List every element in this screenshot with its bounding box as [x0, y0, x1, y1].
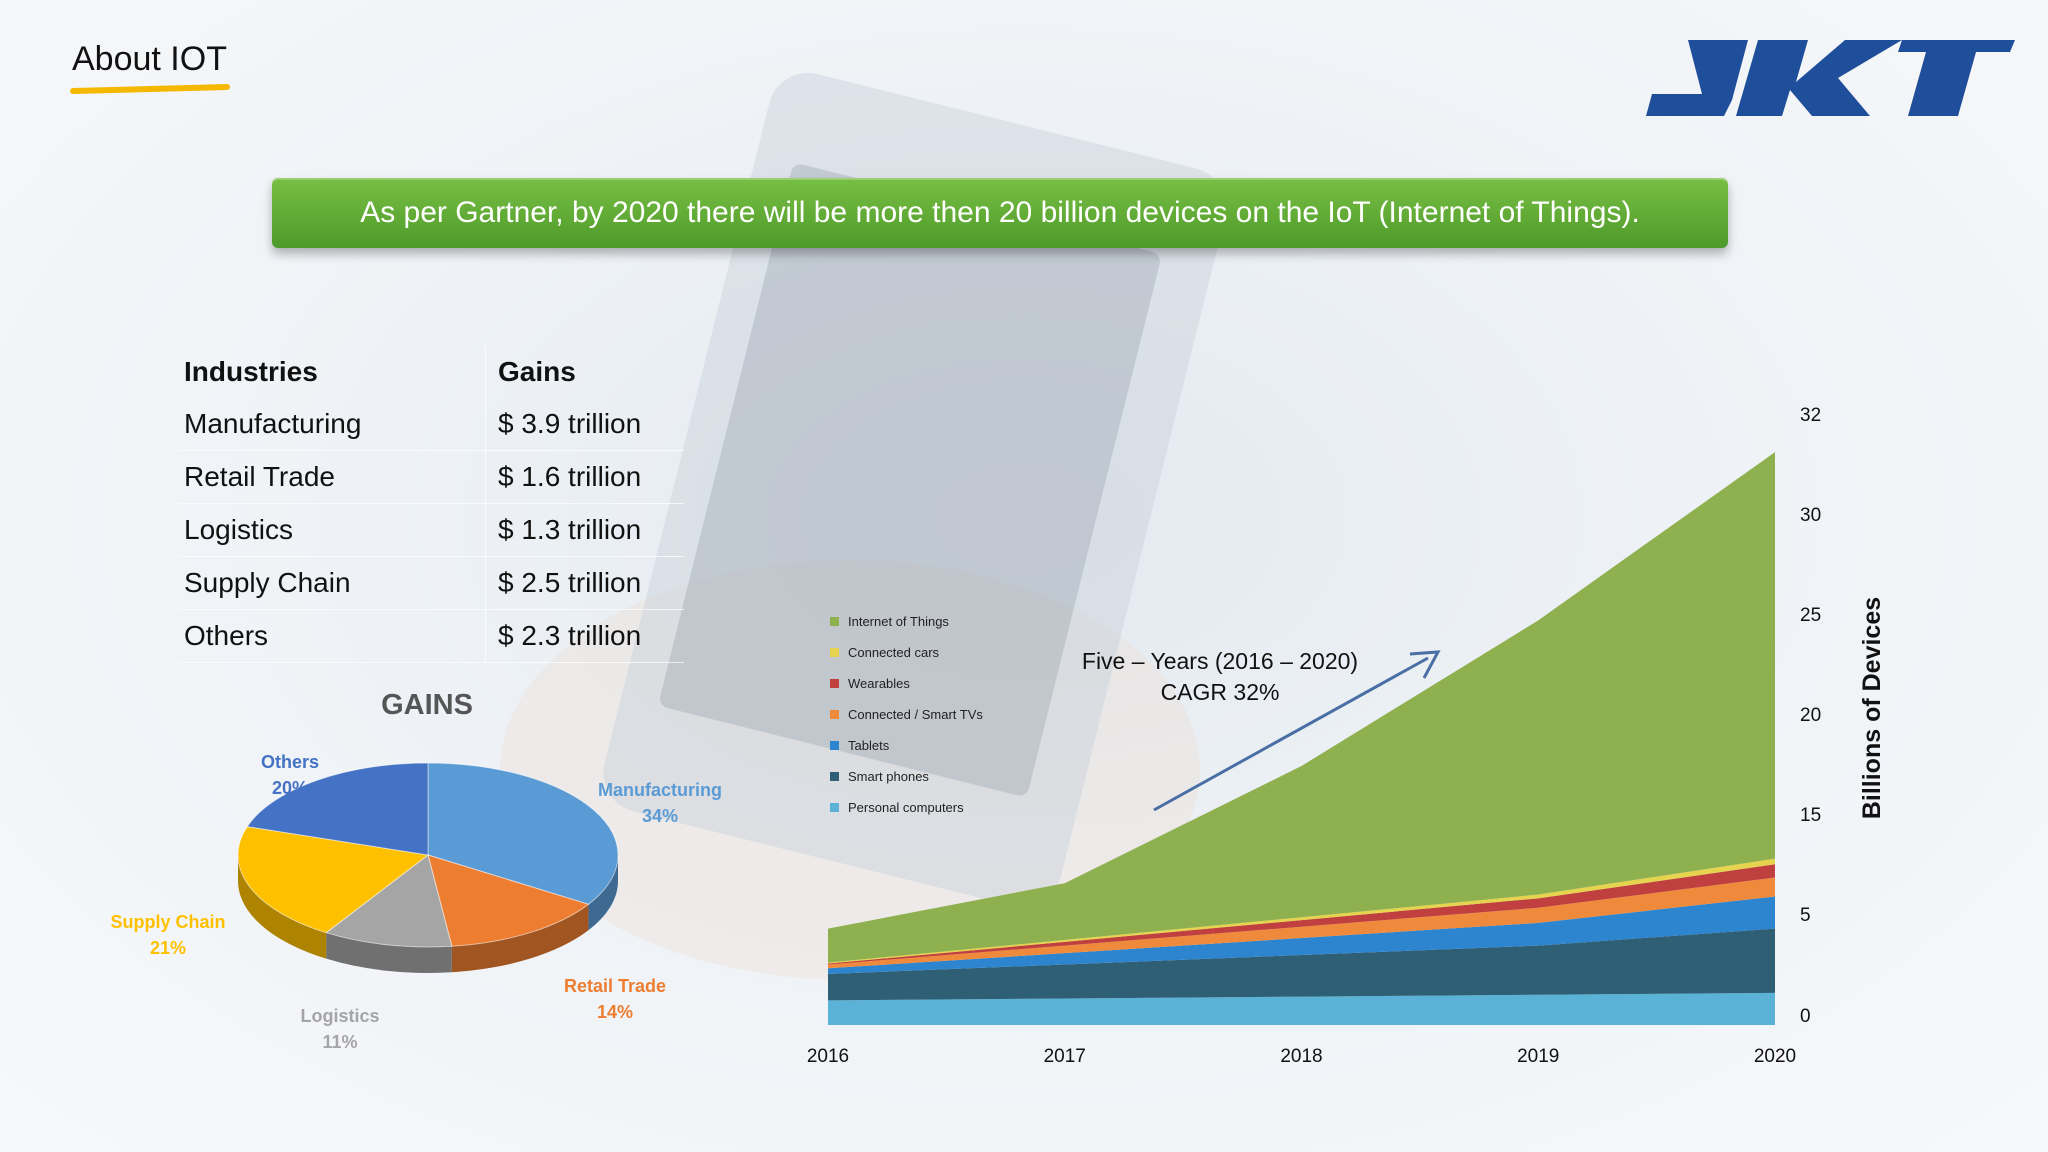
table-cell-gain: $ 2.5 trillion	[485, 556, 684, 610]
pie-label-pct: 20%	[272, 778, 308, 798]
x-tick-label: 2020	[1754, 1046, 1796, 1067]
table-cell-industry: Others	[178, 609, 486, 663]
pie-slice-side	[326, 932, 452, 973]
table-header-gains: Gains	[485, 346, 684, 398]
legend-label: Connected / Smart TVs	[848, 707, 983, 722]
cagr-arrow	[1153, 650, 1441, 812]
legend-label: Tablets	[848, 738, 890, 753]
area-series	[828, 452, 1775, 963]
x-tick-label: 2018	[1280, 1046, 1322, 1067]
cagr-line-1: Five – Years (2016 – 2020)	[1081, 648, 1359, 674]
table-cell-gain: $ 1.3 trillion	[485, 503, 684, 557]
cagr-arrow-head	[1409, 650, 1441, 679]
area-series	[828, 992, 1775, 1025]
pie-label-pct: 14%	[597, 1002, 633, 1022]
area-series-group	[828, 452, 1775, 1025]
pie-label-name: Supply Chain	[110, 912, 225, 932]
table-row: Supply Chain $ 2.5 trillion	[178, 556, 684, 610]
cagr-arrow-shaft	[1153, 656, 1429, 812]
legend-label: Internet of Things	[848, 614, 949, 629]
legend-swatch	[830, 772, 839, 781]
legend-item: Connected / Smart TVs	[830, 699, 983, 730]
legend-item: Personal computers	[830, 792, 983, 823]
y-axis-title: Billions of Devices	[1858, 597, 1886, 819]
legend-label: Wearables	[848, 676, 910, 691]
legend-swatch	[830, 803, 839, 812]
legend-item: Internet of Things	[830, 606, 983, 637]
table-cell-industry: Logistics	[178, 503, 486, 557]
table-header-industries: Industries	[184, 356, 318, 387]
legend-swatch	[830, 679, 839, 688]
table-cell-industry: Retail Trade	[178, 450, 486, 504]
table-cell-gain: $ 1.6 trillion	[485, 450, 684, 504]
table-cell-industry: Manufacturing	[178, 398, 486, 451]
legend-swatch	[830, 741, 839, 750]
table-header-row: Industries Gains	[178, 346, 684, 398]
table-row: Retail Trade $ 1.6 trillion	[178, 450, 684, 504]
legend-item: Tablets	[830, 730, 983, 761]
area-chart-legend: Internet of Things Connected cars Wearable…	[830, 606, 983, 823]
legend-label: Connected cars	[848, 645, 940, 660]
table-cell-industry: Supply Chain	[178, 556, 486, 610]
pie-slice	[427, 854, 590, 947]
gains-pie-chart: GAINS Manufacturing 34% Retail Trade 14% Logi…	[110, 689, 722, 1052]
pie-label-pct: 11%	[322, 1032, 357, 1052]
x-tick-label: 2019	[1517, 1046, 1559, 1067]
pie-slice-side	[588, 855, 618, 931]
pie-label-pct: 21%	[150, 938, 186, 958]
cagr-line-2: CAGR 32%	[1160, 679, 1280, 705]
legend-swatch	[830, 648, 839, 657]
area-series	[828, 928, 1775, 1001]
legend-item: Connected cars	[830, 637, 983, 668]
x-tick-label: 2017	[1044, 1046, 1086, 1067]
industry-gains-table: Industries Gains Manufacturing $ 3.9 tri…	[178, 346, 684, 663]
legend-item: Smart phones	[830, 761, 983, 792]
gartner-banner: As per Gartner, by 2020 there will be mo…	[272, 178, 1728, 248]
y-tick-label: 15	[1800, 805, 1821, 826]
title-underline	[69, 83, 231, 95]
pie-slice-side	[238, 855, 327, 959]
legend-item: Wearables	[830, 668, 983, 699]
table-row: Others $ 2.3 trillion	[178, 609, 684, 663]
table-row: Logistics $ 1.3 trillion	[178, 503, 684, 557]
pie-slice-side	[451, 904, 589, 973]
pie-label-pct: 34%	[642, 806, 678, 826]
y-tick-label: 25	[1800, 605, 1821, 626]
pie-slice	[325, 854, 453, 948]
jkt-logo-mark	[1646, 40, 2015, 116]
legend-swatch	[830, 710, 839, 719]
x-tick-label: 2016	[807, 1046, 849, 1067]
area-series	[828, 896, 1775, 974]
legend-swatch	[830, 617, 839, 626]
pie-slice	[427, 762, 619, 905]
y-tick-label: 20	[1800, 705, 1821, 726]
cagr-annotation: Five – Years (2016 – 2020) CAGR 32%	[1070, 646, 1370, 708]
y-tick-label: 32	[1800, 405, 1821, 426]
pie-tops	[237, 762, 619, 948]
pie-label-name: Retail Trade	[564, 976, 666, 996]
pie-slice	[246, 762, 429, 856]
pie-label-name: Manufacturing	[598, 780, 722, 800]
pie-label-name: Others	[261, 752, 319, 772]
page-title: About IOT	[72, 40, 227, 78]
table-row: Manufacturing $ 3.9 trillion	[178, 398, 684, 451]
pie-sides	[238, 855, 618, 973]
pie-label-name: Logistics	[300, 1006, 379, 1026]
table-cell-gain: $ 2.3 trillion	[485, 609, 684, 663]
legend-label: Personal computers	[848, 800, 964, 815]
pie-title: GAINS	[381, 689, 473, 721]
pie-slice	[237, 826, 430, 934]
legend-label: Smart phones	[848, 769, 929, 784]
y-tick-label: 5	[1800, 905, 1811, 926]
table-cell-gain: $ 3.9 trillion	[485, 398, 684, 451]
y-tick-label: 0	[1800, 1006, 1811, 1027]
jkt-logo	[1646, 40, 2015, 116]
y-tick-label: 30	[1800, 505, 1821, 526]
